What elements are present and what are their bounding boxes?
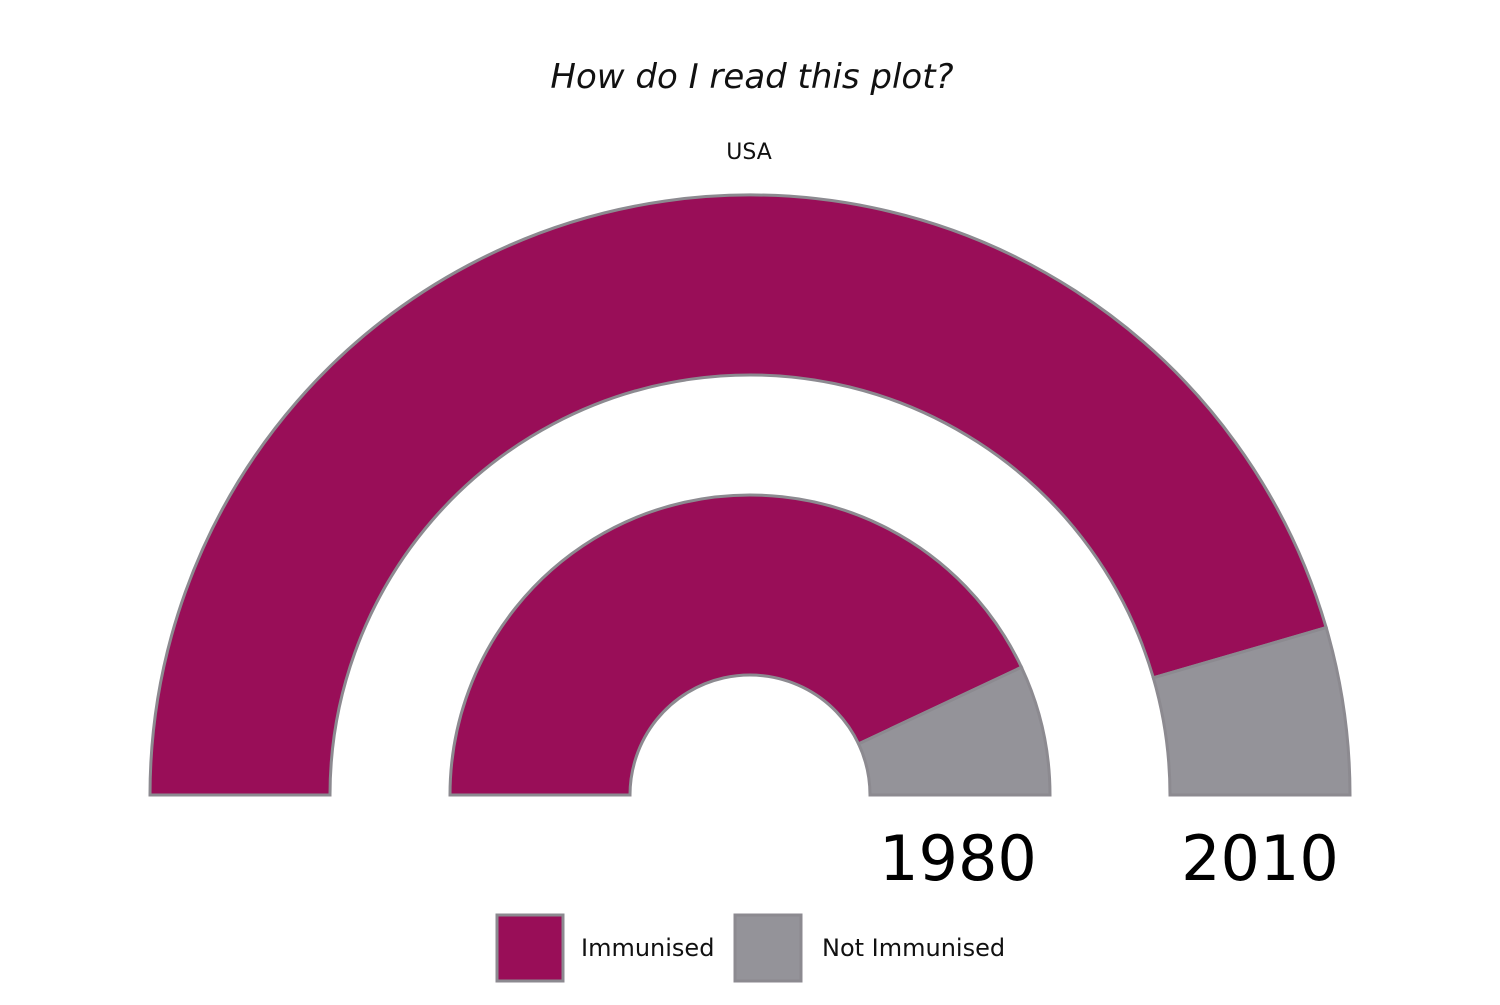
arc-1980-not-immunised <box>856 665 1052 797</box>
chart-subtitle: USA <box>726 140 772 165</box>
arc-2010-immunised <box>148 193 1329 797</box>
legend-label-not-immunised: Not Immunised <box>822 934 1005 962</box>
rings <box>148 193 1352 797</box>
legend: Immunised Not Immunised <box>495 913 1005 983</box>
year-label-2010: 2010 <box>1181 822 1339 895</box>
legend-swatch-immunised <box>495 913 565 983</box>
arc-2010-not-immunised <box>1151 625 1352 797</box>
legend-label-immunised: Immunised <box>581 934 714 962</box>
year-label-1980: 1980 <box>879 822 1037 895</box>
legend-swatch-not-immunised <box>733 913 803 983</box>
chart-title: How do I read this plot? <box>550 57 953 97</box>
arc-1980-immunised <box>448 493 1024 797</box>
